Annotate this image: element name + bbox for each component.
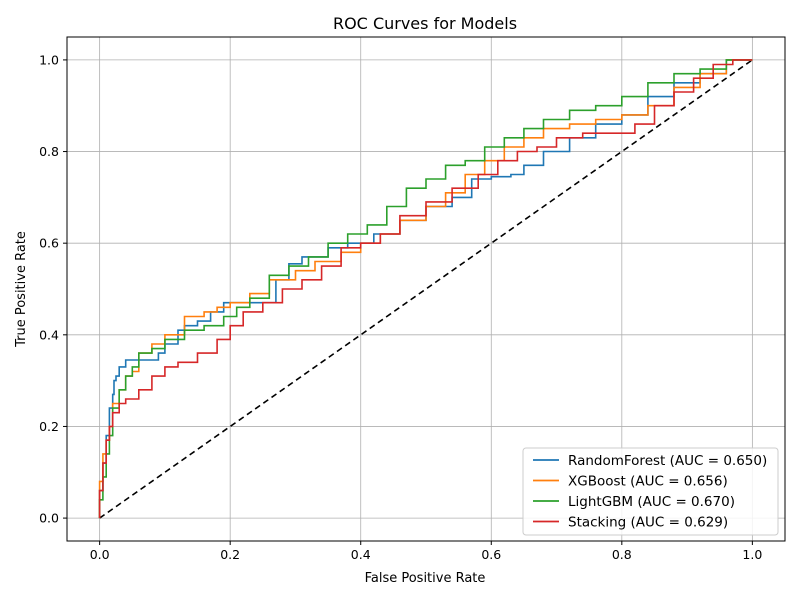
x-tick-label: 0.2: [220, 547, 240, 562]
legend: RandomForest (AUC = 0.650) XGBoost (AUC =…: [522, 447, 779, 536]
y-tick-label: 0.2: [39, 419, 59, 434]
x-tick-label: 0.4: [351, 547, 371, 562]
legend-entry: XGBoost (AUC = 0.656): [568, 474, 728, 490]
y-tick-label: 0.6: [39, 236, 59, 251]
y-tick-label: 0.4: [39, 327, 59, 342]
y-tick-label: 1.0: [39, 52, 59, 67]
axes-frame: [66, 36, 786, 542]
legend-box: [522, 447, 779, 536]
legend-entry: Stacking (AUC = 0.629): [568, 515, 728, 531]
series-lines: [98, 59, 753, 519]
chance-diagonal-line: [99, 59, 753, 519]
series-line-stacking: [98, 59, 753, 519]
x-tick-label: 0.6: [481, 547, 501, 562]
plot-area: 0.0 0.2 0.4 0.6 0.8 1.0 0.0 0.2 0.4 0.6 0.8 1.0: [39, 36, 786, 562]
legend-entry: LightGBM (AUC = 0.670): [568, 494, 735, 510]
x-tick-label: 1.0: [742, 547, 762, 562]
x-tick-label: 0.0: [90, 547, 110, 562]
chart-title: ROC Curves for Models: [333, 14, 517, 33]
ticks: 0.0 0.2 0.4 0.6 0.8 1.0 0.0 0.2 0.4 0.6 0.8 1.0: [39, 52, 762, 562]
grid: [67, 37, 785, 541]
x-tick-label: 0.8: [612, 547, 632, 562]
series-line-lightgbm: [98, 59, 753, 519]
y-tick-label: 0.0: [39, 511, 59, 526]
x-axis-label: False Positive Rate: [365, 571, 486, 586]
y-axis-label: True Positive Rate: [14, 231, 29, 348]
legend-entry: RandomForest (AUC = 0.650): [568, 453, 767, 469]
y-tick-label: 0.8: [39, 144, 59, 159]
